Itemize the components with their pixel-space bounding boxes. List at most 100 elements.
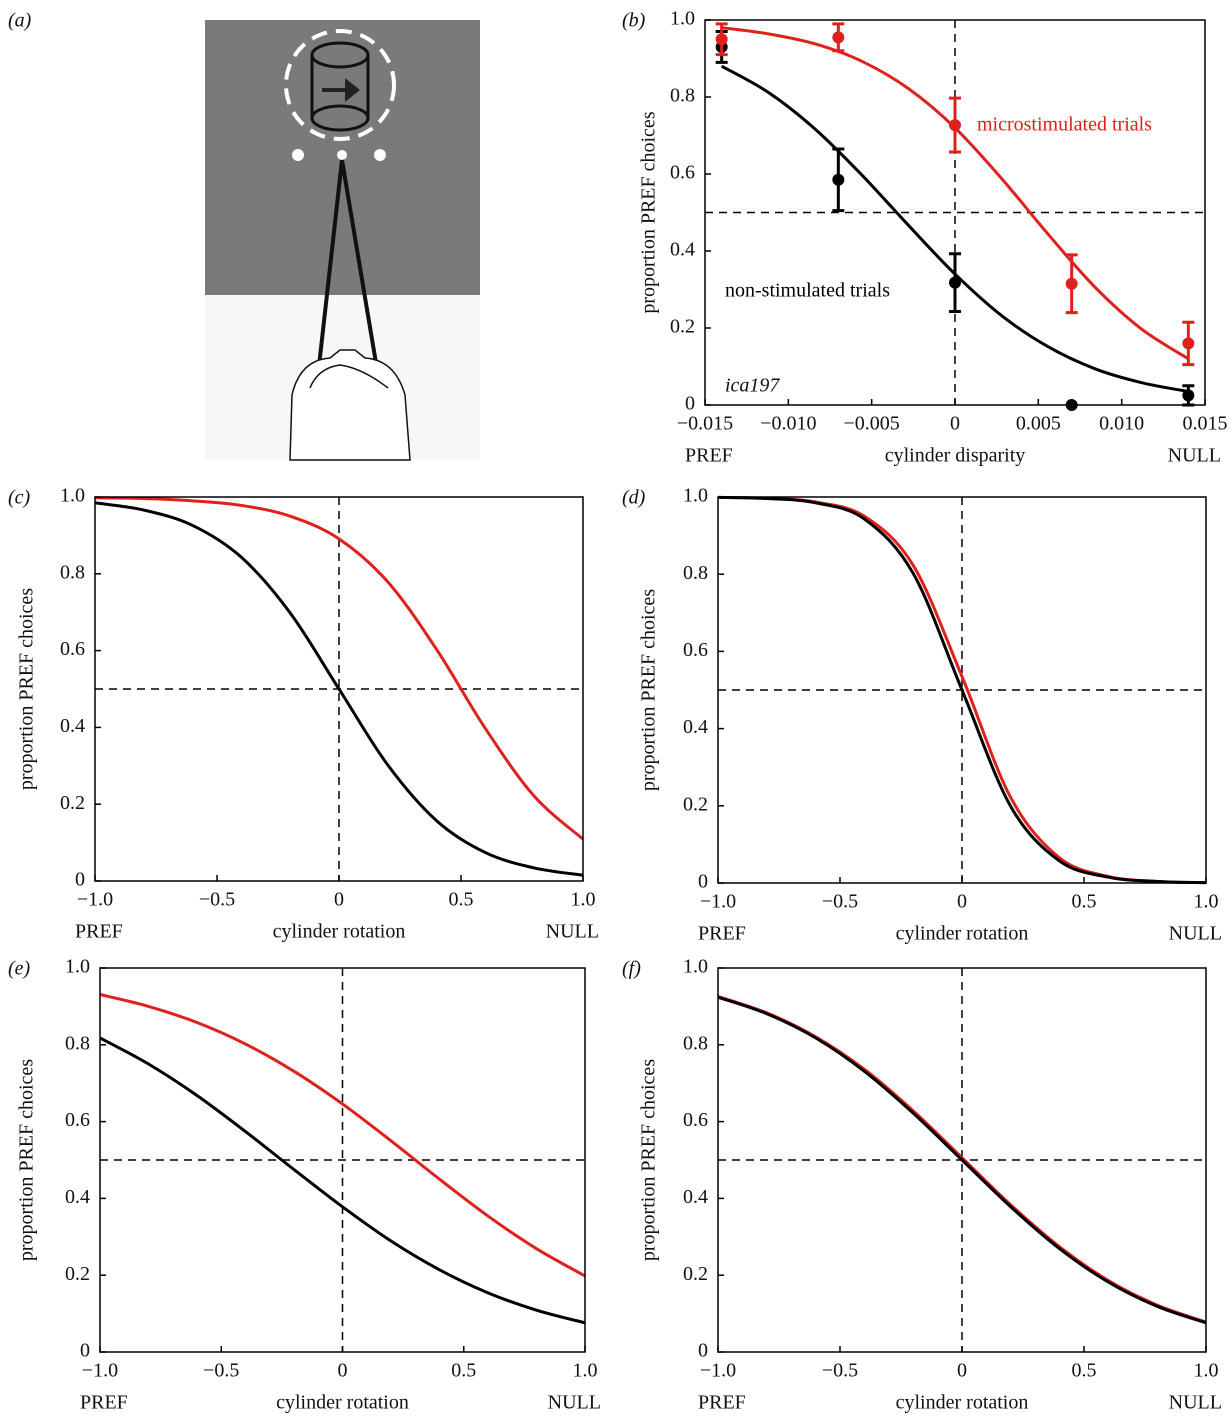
- data-point: [949, 119, 961, 132]
- x-tick-label: 0.5: [1072, 891, 1097, 913]
- panel-label: (f): [622, 958, 641, 980]
- panel-label: (a): [8, 10, 32, 32]
- plot-frame: [717, 967, 1207, 1353]
- y-tick-label: 0.8: [683, 1032, 708, 1054]
- y-axis-label: proportion PREF choices: [16, 588, 38, 790]
- x-tick-label: 1.0: [1194, 891, 1219, 913]
- y-tick-label: 0: [698, 1340, 708, 1362]
- x-tick-label: 0: [950, 413, 960, 435]
- y-tick-label: 0.6: [683, 1109, 708, 1131]
- x-end-label: NULL: [1169, 923, 1222, 945]
- fit-curve: [717, 495, 1207, 885]
- y-axis-label: proportion PREF choices: [638, 1059, 660, 1261]
- y-tick-label: 0.6: [683, 639, 708, 661]
- x-tick-label: −1.0: [700, 891, 736, 913]
- fit-curve: [717, 995, 1207, 1325]
- data-point: [832, 173, 845, 186]
- x-end-label: PREF: [75, 921, 123, 943]
- data-point: [832, 31, 845, 44]
- y-tick-label: 0.2: [65, 1263, 90, 1285]
- x-tick-label: 0: [957, 1360, 967, 1382]
- x-axis-label: cylinder disparity: [885, 445, 1026, 467]
- panel: (b) proportion PREF choices cylinder dispa…: [622, 8, 1228, 467]
- x-end-label: PREF: [698, 1392, 746, 1414]
- plot-frame: [704, 19, 1206, 406]
- x-end-label: PREF: [685, 445, 733, 467]
- panel: (e) proportion PREF choices cylinder rotat…: [8, 956, 601, 1414]
- setup-illustration: [205, 20, 480, 461]
- y-tick-label: 0.2: [60, 792, 85, 814]
- fit-curve: [94, 501, 584, 877]
- y-tick-label: 0.8: [683, 562, 708, 584]
- x-tick-label: −0.5: [203, 1360, 239, 1382]
- y-tick-label: 0.4: [670, 239, 695, 261]
- fit-curve: [99, 993, 586, 1278]
- y-tick-label: 0.4: [683, 716, 708, 738]
- x-tick-label: 0.5: [1072, 1360, 1097, 1382]
- plot-frame: [94, 496, 584, 882]
- x-tick-label: −0.5: [199, 889, 235, 911]
- x-end-label: NULL: [1169, 1392, 1222, 1414]
- x-end-label: PREF: [698, 923, 746, 945]
- x-axis-label: cylinder rotation: [896, 1392, 1029, 1414]
- x-tick-label: 1.0: [571, 889, 596, 911]
- y-tick-label: 0: [685, 393, 695, 415]
- y-tick-label: 1.0: [60, 485, 85, 507]
- y-tick-label: 0.8: [65, 1032, 90, 1054]
- x-tick-label: −0.005: [844, 413, 900, 435]
- data-point: [1065, 277, 1078, 290]
- y-tick-label: 0.4: [60, 715, 85, 737]
- y-axis-label: proportion PREF choices: [638, 589, 660, 791]
- data-point: [1182, 337, 1195, 350]
- x-tick-label: 0.015: [1183, 413, 1228, 435]
- panel: (f) proportion PREF choices cylinder rotat…: [622, 956, 1222, 1414]
- x-tick-label: 0.5: [451, 1360, 476, 1382]
- x-tick-label: 0.010: [1099, 413, 1144, 435]
- x-tick-label: −0.015: [677, 413, 733, 435]
- x-tick-label: 0.005: [1016, 413, 1061, 435]
- x-tick-label: 0: [338, 1360, 348, 1382]
- panel-label: (c): [8, 487, 31, 509]
- panel-label: (e): [8, 958, 31, 980]
- panel: (d) proportion PREF choices cylinder rotat…: [622, 485, 1222, 945]
- y-tick-label: 0.8: [60, 561, 85, 583]
- y-tick-label: 0.2: [683, 793, 708, 815]
- y-tick-label: 0.6: [60, 638, 85, 660]
- x-end-label: PREF: [80, 1392, 128, 1414]
- plot-frame: [717, 496, 1207, 884]
- x-tick-label: −1.0: [82, 1360, 118, 1382]
- panel-label: (b): [622, 10, 646, 32]
- y-tick-label: 1.0: [683, 485, 708, 507]
- panel: (c) proportion PREF choices cylinder rotat…: [8, 485, 599, 943]
- x-end-label: NULL: [1168, 445, 1221, 467]
- x-axis-label: cylinder rotation: [276, 1392, 409, 1414]
- y-tick-label: 1.0: [670, 8, 695, 30]
- x-tick-label: −1.0: [700, 1360, 736, 1382]
- plot-frame: [99, 967, 586, 1353]
- x-tick-label: −0.5: [822, 1360, 858, 1382]
- x-axis-label: cylinder rotation: [896, 923, 1029, 945]
- y-axis-label: proportion PREF choices: [638, 111, 660, 313]
- fit-curve: [94, 496, 584, 841]
- y-tick-label: 0: [75, 869, 85, 891]
- fit-curve: [99, 1036, 586, 1325]
- x-tick-label: −0.5: [822, 891, 858, 913]
- y-tick-label: 0.8: [670, 85, 695, 107]
- x-tick-label: −1.0: [77, 889, 113, 911]
- series-label: microstimulated trials: [977, 114, 1152, 136]
- x-tick-label: 1.0: [573, 1360, 598, 1382]
- series-label: non-stimulated trials: [725, 280, 890, 302]
- x-tick-label: 0: [334, 889, 344, 911]
- y-tick-label: 0.4: [683, 1186, 708, 1208]
- x-end-label: NULL: [546, 921, 599, 943]
- x-tick-label: 0.5: [449, 889, 474, 911]
- y-tick-label: 0.2: [670, 316, 695, 338]
- x-tick-label: 1.0: [1194, 1360, 1219, 1382]
- y-tick-label: 0: [80, 1340, 90, 1362]
- x-tick-label: 0: [957, 891, 967, 913]
- x-tick-label: −0.010: [760, 413, 816, 435]
- x-end-label: NULL: [548, 1392, 601, 1414]
- y-tick-label: 0.4: [65, 1186, 90, 1208]
- y-axis-label: proportion PREF choices: [16, 1059, 38, 1261]
